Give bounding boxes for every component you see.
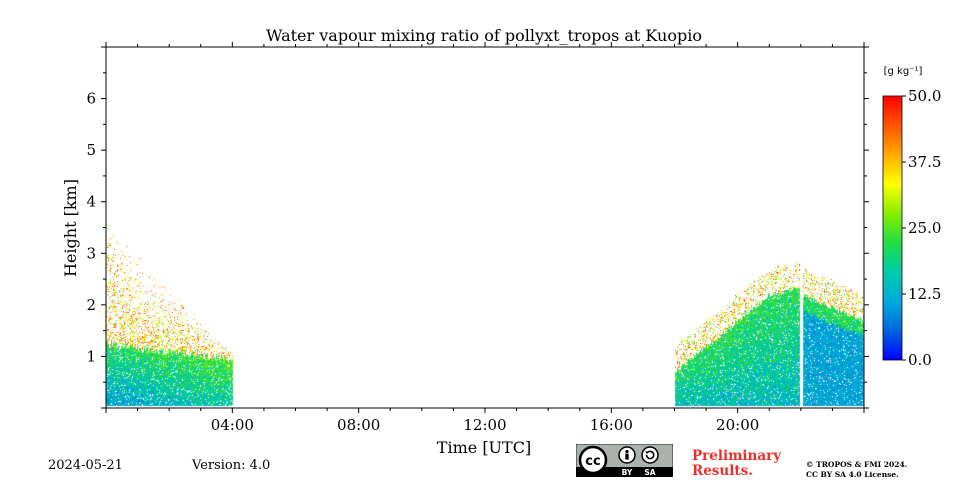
version-label: Version: 4.0 bbox=[192, 458, 271, 473]
y-tick-label: 5 bbox=[86, 141, 96, 159]
colorbar-ticks: 0.0 12.5 25.0 37.5 50.0 bbox=[902, 87, 941, 369]
colorbar-tick-label: 25.0 bbox=[908, 219, 941, 237]
colorbar-tick-label: 50.0 bbox=[908, 87, 941, 105]
y-tick-label: 3 bbox=[86, 244, 96, 262]
svg-text:SA: SA bbox=[644, 468, 655, 477]
x-tick-label: 12:00 bbox=[463, 416, 506, 434]
heatmap-canvas bbox=[106, 47, 864, 408]
x-axis: 04:00 08:00 12:00 16:00 20:00 bbox=[105, 42, 865, 434]
cc-by-sa-badge[interactable]: cc BY SA bbox=[576, 444, 673, 477]
colorbar-tick-label: 12.5 bbox=[908, 285, 941, 303]
preliminary-results-note: Preliminary Results. bbox=[692, 448, 782, 479]
colorbar-unit: [g kg⁻¹] bbox=[884, 66, 923, 77]
chart-title: Water vapour mixing ratio of pollyxt_tro… bbox=[266, 26, 702, 45]
svg-text:BY: BY bbox=[622, 468, 633, 477]
y-tick-label: 2 bbox=[86, 296, 96, 314]
x-tick-label: 20:00 bbox=[716, 416, 759, 434]
x-tick-label: 08:00 bbox=[337, 416, 380, 434]
y-axis-label: Height [km] bbox=[61, 179, 80, 277]
colorbar-tick-label: 37.5 bbox=[908, 153, 941, 171]
y-axis: 1 2 3 4 5 6 bbox=[86, 46, 869, 409]
colorbar-tick-label: 0.0 bbox=[908, 351, 932, 369]
heatmap-data bbox=[106, 47, 864, 408]
y-tick-label: 4 bbox=[86, 193, 96, 211]
x-tick-label: 04:00 bbox=[211, 416, 254, 434]
x-tick-label: 16:00 bbox=[590, 416, 633, 434]
colorbar bbox=[882, 95, 903, 361]
svg-text:cc: cc bbox=[585, 454, 600, 469]
copyright-note: © TROPOS & FMI 2024. CC BY SA 4.0 Licens… bbox=[806, 460, 908, 479]
y-tick-label: 6 bbox=[86, 90, 96, 108]
x-axis-label: Time [UTC] bbox=[437, 438, 531, 457]
y-tick-label: 1 bbox=[86, 347, 96, 365]
cc-icon bbox=[578, 445, 608, 475]
sa-share-alike-icon bbox=[641, 446, 659, 464]
date-label: 2024-05-21 bbox=[48, 458, 123, 473]
